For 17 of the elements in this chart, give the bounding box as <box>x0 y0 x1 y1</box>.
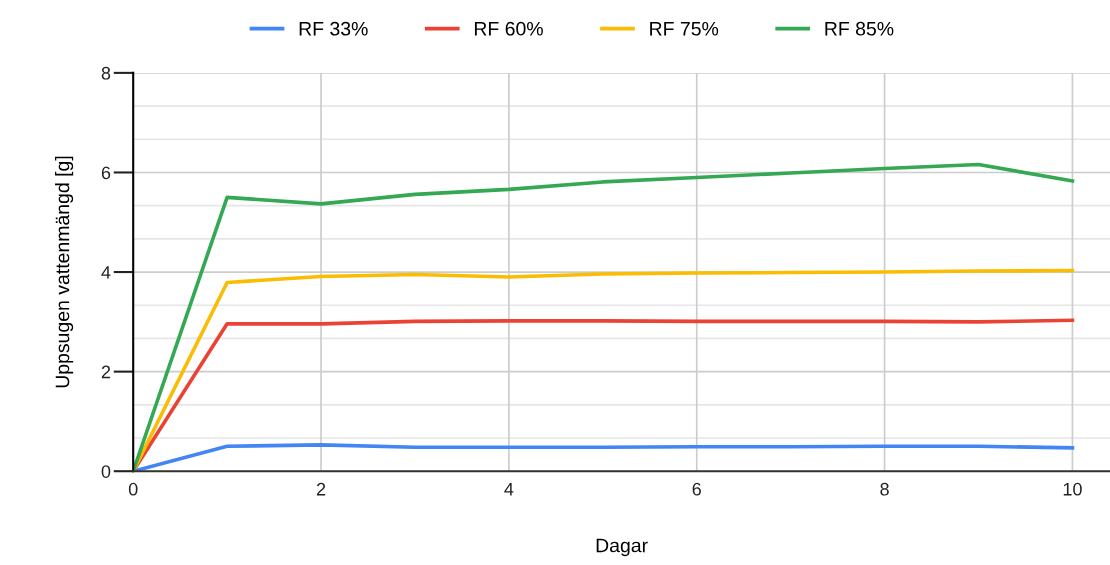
x-tick-label: 10 <box>1063 482 1082 496</box>
x-tick-label: 4 <box>504 482 514 496</box>
y-tick-label: 2 <box>101 365 111 379</box>
y-tick-label: 8 <box>101 66 111 80</box>
legend-label: RF 33% <box>299 21 368 36</box>
legend-label: RF 60% <box>474 21 543 36</box>
x-axis-title: Dagar <box>596 538 648 557</box>
y-axis-title: Uppsugen vattenmängd [g] <box>55 156 74 388</box>
legend-label: RF 75% <box>650 21 719 36</box>
legend-label: RF 85% <box>825 21 894 36</box>
x-tick-label: 8 <box>880 482 889 496</box>
y-tick-label: 4 <box>101 266 111 279</box>
x-tick-label: 2 <box>316 482 326 496</box>
y-tick-label: 0 <box>101 465 111 478</box>
y-tick-label: 6 <box>101 166 111 180</box>
x-tick-label: 0 <box>128 482 138 496</box>
x-tick-label: 6 <box>692 482 701 496</box>
